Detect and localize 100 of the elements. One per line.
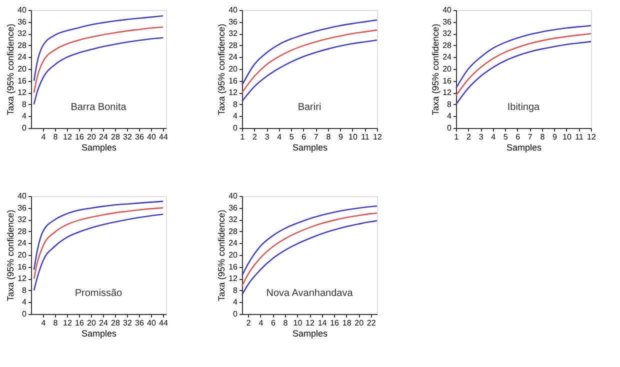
x-axis-title: Samples [506,142,542,152]
annotation: Nova Avanhandava [266,288,354,299]
y-tick-label: 16 [228,76,238,86]
x-tick-label: 14 [318,318,328,328]
x-tick-label: 5 [503,132,508,142]
y-tick-label: 28 [228,226,238,236]
x-tick-label: 28 [111,318,120,328]
y-tick-label: 8 [233,286,238,295]
x-tick-label: 8 [283,318,288,328]
x-tick-label: 22 [366,318,376,328]
y-tick-label: 4 [22,298,28,307]
line-series [33,207,164,280]
y-tick-label: 24 [18,238,28,248]
y-tick-label: 16 [18,76,28,86]
y-tick-label: 36 [18,203,28,212]
x-tick-label: 44 [159,318,168,328]
x-tick-label: 12 [63,132,72,142]
x-tick-label: 12 [373,132,382,142]
x-tick-label: 6 [516,132,521,142]
y-tick-label: 20 [228,250,238,260]
y-tick-label: 28 [18,40,28,50]
x-tick-label: 24 [99,132,108,142]
x-tick-label: 11 [361,132,370,142]
y-tick-label: 20 [442,64,452,74]
y-tick-label: 0 [233,124,238,132]
x-axis-title: Samples [81,142,118,152]
x-tick-label: 6 [302,132,307,142]
x-tick-label: 4 [41,318,46,328]
x-tick-label: 7 [314,132,319,142]
x-tick-label: 20 [354,318,364,328]
y-tick-label: 28 [442,40,452,50]
line-series [241,19,378,86]
y-tick-label: 32 [18,215,28,224]
y-tick-label: 16 [228,262,238,272]
x-tick-label: 5 [289,132,294,142]
x-tick-label: 8 [540,132,546,142]
x-tick-label: 16 [75,132,84,142]
y-axis-title: Taxa (95% confidence) [216,24,227,116]
y-tick-label: 28 [228,40,238,50]
annotation: Ibitinga [507,102,540,113]
x-tick-label: 1 [454,132,460,142]
line-series [33,26,164,94]
x-tick-label: 16 [330,318,340,328]
x-tick-label: 40 [147,132,156,142]
y-tick-label: 28 [18,226,28,236]
y-axis-title: Taxa (95% confidence) [6,210,16,302]
line-series [241,212,378,287]
line-series [241,39,378,102]
y-tick-label: 4 [447,112,452,121]
x-tick-label: 2 [252,132,258,142]
y-tick-label: 32 [18,29,28,38]
y-axis-title: Taxa (95% confidence) [430,24,441,116]
y-tick-label: 8 [22,286,28,295]
line-series [33,15,164,82]
y-tick-label: 12 [442,88,452,98]
y-tick-label: 4 [233,298,238,307]
y-axis-title: Taxa (95% confidence) [6,24,16,116]
y-tick-label: 12 [228,88,238,98]
x-tick-label: 20 [87,132,96,142]
x-tick-label: 10 [293,318,303,328]
x-axis-title: Samples [292,328,328,338]
x-tick-label: 1 [240,132,246,142]
x-tick-label: 28 [111,132,120,142]
annotation: Bariri [298,102,322,113]
x-tick-label: 2 [466,132,472,142]
x-axis-title: Samples [292,142,328,152]
annotation: Promissão [74,288,123,299]
x-tick-label: 10 [562,132,572,142]
line-series [33,200,164,270]
x-tick-label: 40 [147,318,156,328]
x-tick-label: 3 [264,132,270,142]
y-tick-label: 40 [228,192,238,200]
x-tick-label: 44 [159,132,168,142]
x-tick-label: 24 [99,318,108,328]
x-tick-label: 32 [123,132,132,142]
y-tick-label: 0 [22,310,28,318]
x-tick-label: 11 [575,132,584,142]
y-tick-label: 8 [22,100,28,109]
y-tick-label: 16 [18,262,28,272]
y-tick-label: 40 [18,6,28,14]
y-tick-label: 36 [442,17,452,26]
y-tick-label: 32 [228,29,238,38]
x-tick-label: 32 [123,318,132,328]
x-tick-label: 10 [348,132,358,142]
y-tick-label: 8 [233,100,238,109]
x-tick-label: 7 [528,132,533,142]
x-axis-title: Samples [81,328,118,338]
line-series [455,32,592,96]
y-tick-label: 32 [442,29,452,38]
y-tick-label: 20 [18,250,28,260]
y-tick-label: 24 [442,52,452,62]
x-tick-label: 9 [552,132,558,142]
y-tick-label: 20 [18,64,28,74]
x-tick-label: 2 [246,318,252,328]
y-tick-label: 24 [228,52,238,62]
x-tick-label: 4 [277,132,282,142]
y-tick-label: 12 [18,88,28,98]
line-series [241,220,378,296]
x-tick-label: 4 [41,132,46,142]
y-axis-title: Taxa (95% confidence) [216,210,227,302]
